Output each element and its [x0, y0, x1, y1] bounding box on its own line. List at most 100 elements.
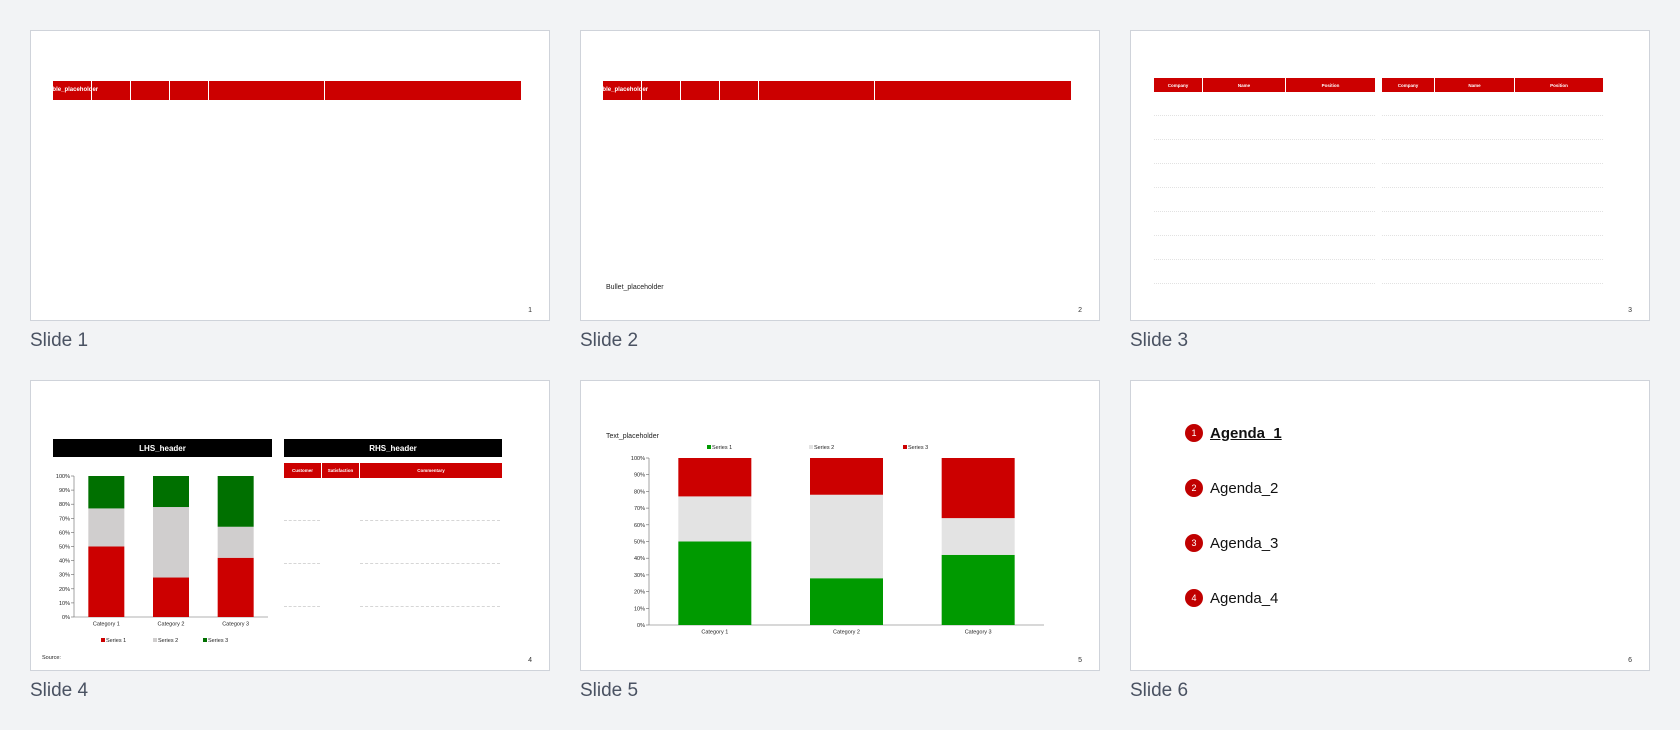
legend-swatch	[203, 638, 207, 642]
table-row	[284, 478, 502, 521]
x-tick-label: Category 2	[833, 630, 860, 636]
y-tick-label: 10%	[634, 606, 645, 612]
agenda-item-4[interactable]: 4 Agenda_4	[1185, 589, 1278, 607]
legend-label: Series 3	[208, 638, 228, 644]
bar-segment	[88, 546, 125, 617]
legend-swatch	[809, 445, 813, 449]
lhs-header: LHS_header	[53, 439, 272, 457]
agenda-label: Agenda_3	[1210, 534, 1279, 552]
table-row	[1154, 164, 1375, 188]
table-header-cell	[170, 81, 209, 100]
legend-label: Series 3	[908, 445, 928, 451]
source-note: Source:	[42, 655, 61, 661]
slide-1-canvas[interactable]: Table_placeholder 1	[30, 30, 550, 321]
y-tick-label: 30%	[634, 573, 645, 579]
table-placeholder-cell: Table_placeholder	[46, 81, 98, 100]
legend-label: Series 2	[158, 638, 178, 644]
column-header-position: Position	[1550, 82, 1568, 88]
slide-3-canvas[interactable]: Company Name Position Company Name Posit…	[1130, 30, 1650, 321]
table-row	[1154, 236, 1375, 260]
agenda-item-1[interactable]: 1 Agenda_1	[1185, 424, 1282, 442]
table-placeholder-cell: Table_placeholder	[596, 81, 648, 100]
slide-thumbnail-3[interactable]: Company Name Position Company Name Posit…	[1130, 30, 1650, 353]
slide-number: 4	[528, 657, 532, 664]
y-tick-label: 100%	[56, 474, 70, 480]
table-header-cell	[131, 81, 170, 100]
table-header-cell	[720, 81, 759, 100]
bar-segment	[153, 577, 189, 617]
slide-thumbnail-4[interactable]: LHS_header RHS_header 0% 10% 20% 30% 40% 50% 6…	[30, 380, 550, 703]
people-table-left: Company Name Position	[1154, 78, 1375, 284]
slide-6-canvas[interactable]: 1 Agenda_1 2 Agenda_2 3 Agenda_3 4 Agend…	[1130, 380, 1650, 671]
y-tick-label: 90%	[634, 473, 645, 479]
slide-number: 2	[1078, 307, 1082, 314]
table-row	[1382, 212, 1603, 236]
legend-swatch	[903, 445, 907, 449]
x-tick-label: Category 2	[158, 622, 185, 628]
y-tick-label: 100%	[631, 456, 645, 462]
legend-swatch	[101, 638, 105, 642]
slide-caption: Slide 1	[30, 330, 89, 351]
bar-segment	[810, 494, 883, 579]
table-header-cell	[325, 81, 521, 100]
people-table-right: Company Name Position	[1382, 78, 1603, 284]
table-row	[1382, 164, 1603, 188]
column-header-customer: Customer	[284, 463, 322, 478]
y-tick-label: 80%	[634, 489, 645, 495]
slide-thumbnail-1[interactable]: Table_placeholder 1 Slide 1	[30, 30, 550, 353]
y-tick-label: 70%	[634, 506, 645, 512]
stacked-bar-chart: 0% 10% 20% 30% 40% 50% 60% 70% 80% 90% 100% Categor…	[56, 474, 268, 644]
agenda-label: Agenda_1	[1210, 424, 1282, 442]
agenda-label: Agenda_4	[1210, 589, 1279, 607]
x-tick-label: Category 3	[965, 630, 992, 636]
column-header-position: Position	[1321, 82, 1340, 88]
y-tick-label: 30%	[59, 573, 70, 579]
legend-swatch	[707, 445, 711, 449]
y-tick-label: 40%	[634, 556, 645, 562]
table-row	[1154, 140, 1375, 164]
y-tick-label: 0%	[62, 615, 70, 621]
table-header-row: Table_placeholder	[596, 81, 1071, 100]
slide-thumbnail-5[interactable]: Text_placeholder 0% 10% 20% 30% 40% 50% 60% 70%…	[580, 380, 1100, 703]
table-row	[284, 521, 502, 564]
table-header-row: Customer Satisfaction Commentary	[284, 463, 502, 478]
table-header-cell	[92, 81, 131, 100]
bullet-placeholder: Bullet_placeholder	[606, 284, 664, 291]
bar-segment	[153, 476, 189, 508]
y-tick-label: 50%	[634, 540, 645, 546]
bar-segment	[88, 508, 125, 547]
customer-table: Customer Satisfaction Commentary	[284, 463, 502, 607]
column-header-name: Name	[1435, 78, 1515, 92]
table-row	[284, 564, 502, 607]
slide-thumbnail-2[interactable]: Table_placeholder Bullet_placeholder 2 S…	[580, 30, 1100, 353]
slide-number: 6	[1628, 657, 1632, 664]
y-tick-label: 0%	[637, 623, 645, 629]
slide-4-canvas[interactable]: LHS_header RHS_header 0% 10% 20% 30% 40% 50% 6…	[30, 380, 550, 671]
slide-caption: Slide 5	[580, 680, 639, 701]
table-row	[1154, 260, 1375, 284]
slide-5-canvas[interactable]: Text_placeholder 0% 10% 20% 30% 40% 50% 60% 70%…	[580, 380, 1100, 671]
agenda-label: Agenda_2	[1210, 479, 1279, 497]
y-tick-label: 40%	[59, 559, 70, 565]
slide-caption: Slide 4	[30, 680, 89, 701]
agenda-item-3[interactable]: 3 Agenda_3	[1185, 534, 1278, 552]
slide-number: 3	[1628, 307, 1632, 314]
bar-segment	[941, 518, 1015, 555]
table-header-row: Company Name Position	[1382, 78, 1603, 92]
slide-caption: Slide 2	[580, 330, 639, 351]
slide-2-canvas[interactable]: Table_placeholder Bullet_placeholder 2	[580, 30, 1100, 321]
agenda-item-2[interactable]: 2 Agenda_2	[1185, 479, 1278, 497]
bar-segment	[678, 496, 752, 542]
agenda-number-badge: 4	[1185, 589, 1203, 607]
bar-segment	[678, 541, 752, 625]
column-header-name: Name	[1203, 78, 1286, 92]
bar-segment	[217, 476, 254, 527]
y-tick-label: 20%	[59, 587, 70, 593]
table-row	[1382, 92, 1603, 116]
agenda-number-badge: 3	[1185, 534, 1203, 552]
slide-thumbnail-6[interactable]: 1 Agenda_1 2 Agenda_2 3 Agenda_3 4 Agend…	[1130, 380, 1650, 703]
x-tick-label: Category 3	[222, 622, 249, 628]
column-header-company: Company	[1382, 78, 1435, 92]
table-header-cell	[209, 81, 325, 100]
x-tick-label: Category 1	[93, 622, 120, 628]
